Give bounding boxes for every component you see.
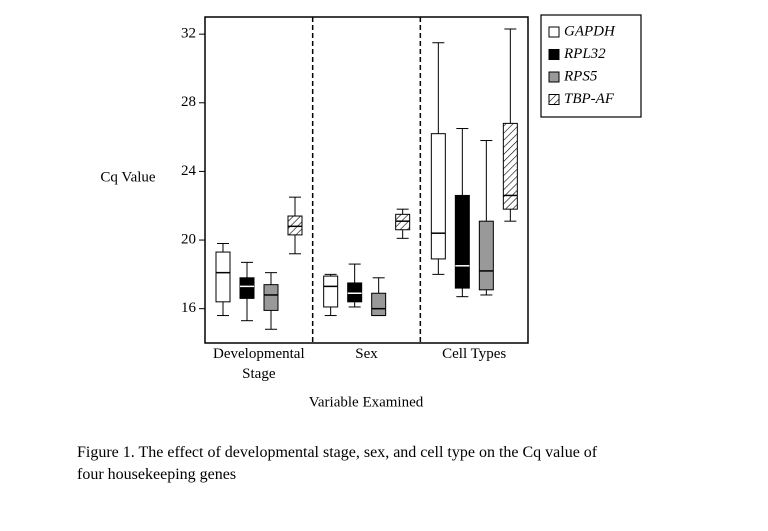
x-tick-label: Sex (355, 346, 378, 362)
box (287, 215, 303, 236)
legend-label: GAPDH (564, 23, 616, 39)
plot-frame (204, 16, 529, 344)
caption: Figure 1. The effect of developmental st… (77, 444, 598, 483)
legend-label: RPL32 (563, 46, 606, 62)
box (323, 275, 339, 308)
y-tick-label: 16 (181, 300, 197, 316)
x-tick-label: Developmental Stage (213, 346, 305, 382)
legend-swatch (548, 71, 560, 83)
box (347, 282, 363, 303)
box (239, 277, 255, 299)
chart: Cq Value Variable Examined 16 20 24 28 32 Dev… (100, 14, 642, 410)
x-axis-label: Variable Examined (309, 394, 424, 410)
legend-swatch (548, 26, 560, 38)
box (478, 220, 494, 291)
box (430, 133, 446, 260)
legend-label: TBP-AF (564, 91, 615, 107)
box (395, 213, 411, 231)
box (215, 251, 231, 303)
y-tick-label: 28 (181, 94, 196, 110)
box (502, 122, 518, 210)
y-tick-label: 32 (181, 26, 196, 42)
legend-label: RPS5 (563, 68, 598, 84)
y-axis-label: Cq Value (100, 169, 155, 185)
x-tick-label: Cell Types (442, 346, 506, 362)
legend-swatch (548, 94, 560, 105)
y-tick-label: 20 (181, 231, 196, 247)
box (454, 194, 470, 289)
legend-swatch (548, 49, 560, 60)
box (371, 292, 387, 317)
y-tick-label: 24 (181, 163, 197, 179)
box (263, 284, 279, 311)
